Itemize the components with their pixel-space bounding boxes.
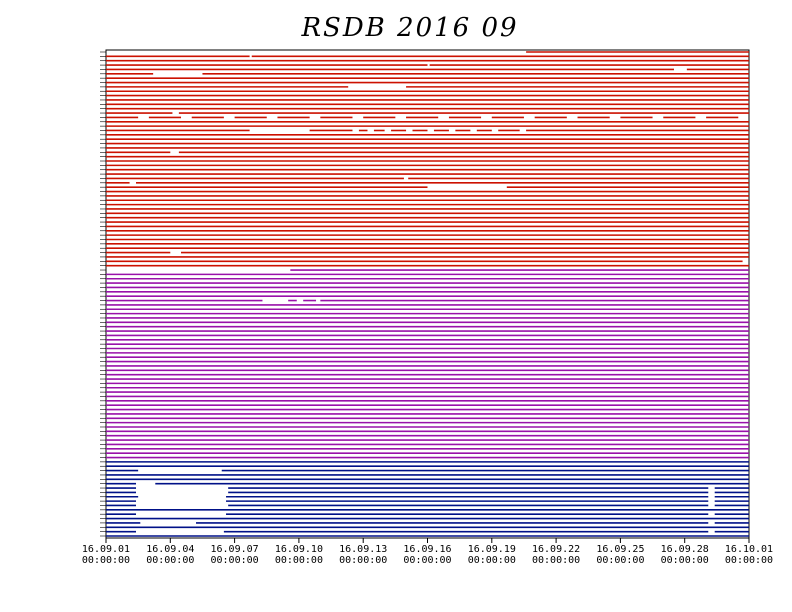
x-tick-label: 16.09.10 00:00:00	[275, 544, 323, 566]
x-tick-label-line: 16.09.16	[403, 544, 451, 555]
x-tick-label: 16.09.19 00:00:00	[468, 544, 516, 566]
x-tick-label: 16.09.07 00:00:00	[211, 544, 259, 566]
x-tick-label-line: 00:00:00	[339, 555, 387, 566]
x-tick-label-line: 00:00:00	[146, 555, 194, 566]
x-tick-label: 16.09.04 00:00:00	[146, 544, 194, 566]
x-tick-label-line: 16.09.01	[82, 544, 130, 555]
x-tick-label-line: 16.09.04	[146, 544, 194, 555]
x-tick-label: 16.09.13 00:00:00	[339, 544, 387, 566]
x-tick-label: 16.09.28 00:00:00	[661, 544, 709, 566]
x-tick-label-line: 00:00:00	[596, 555, 644, 566]
plot-frame	[105, 49, 750, 539]
x-tick-label-line: 00:00:00	[403, 555, 451, 566]
x-tick-label-line: 16.10.01	[725, 544, 773, 555]
x-tick-label-line: 16.09.10	[275, 544, 323, 555]
x-tick-label-line: 00:00:00	[211, 555, 259, 566]
x-tick-label: 16.09.01 00:00:00	[82, 544, 130, 566]
x-tick-label: 16.09.22 00:00:00	[532, 544, 580, 566]
x-tick-label-line: 00:00:00	[82, 555, 130, 566]
x-tick-label: 16.09.25 00:00:00	[596, 544, 644, 566]
x-tick-label-line: 16.09.19	[468, 544, 516, 555]
chart-title: RSDB 2016 09	[300, 13, 518, 43]
x-tick-label-line: 00:00:00	[275, 555, 323, 566]
x-tick-label-line: 00:00:00	[725, 555, 773, 566]
x-tick-label: 16.09.16 00:00:00	[403, 544, 451, 566]
x-tick-label-line: 16.09.07	[211, 544, 259, 555]
x-tick-label-line: 00:00:00	[468, 555, 516, 566]
x-tick-label-line: 00:00:00	[532, 555, 580, 566]
x-tick-label-line: 16.09.22	[532, 544, 580, 555]
x-tick-label-line: 16.09.13	[339, 544, 387, 555]
x-tick-label-line: 16.09.25	[596, 544, 644, 555]
x-tick-label-line: 16.09.28	[661, 544, 709, 555]
x-tick-label-line: 00:00:00	[661, 555, 709, 566]
x-tick-label: 16.10.01 00:00:00	[725, 544, 773, 566]
